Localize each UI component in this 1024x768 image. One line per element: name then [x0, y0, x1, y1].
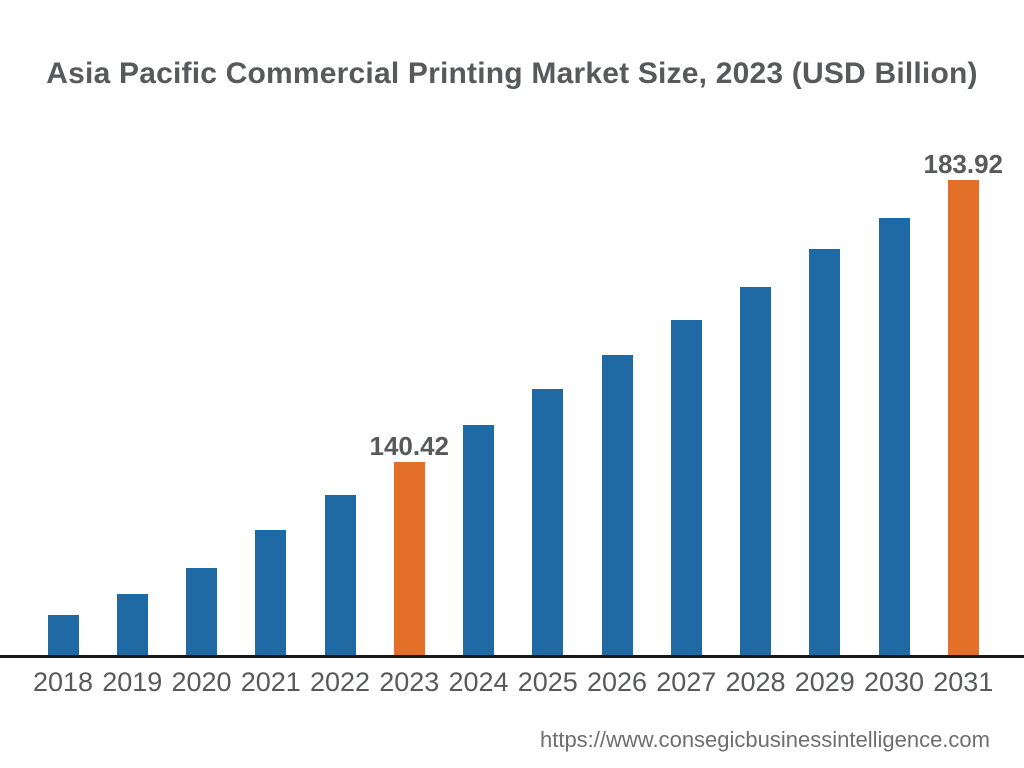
x-tick-label-2023: 2023	[379, 667, 440, 697]
x-tick-label-2029: 2029	[794, 667, 855, 697]
x-tick-label-2031: 2031	[933, 667, 994, 697]
bar-2023	[393, 462, 425, 655]
x-tick-label-2018: 2018	[32, 667, 94, 697]
x-tick-label-2030: 2030	[863, 667, 925, 697]
x-tick-label-2024: 2024	[448, 667, 509, 697]
bar-2019	[116, 594, 148, 655]
bar-2025	[532, 389, 564, 655]
bar-2020	[186, 568, 217, 655]
bar-2028	[740, 287, 771, 655]
footer-url: https://www.consegicbusinessintelligence…	[539, 727, 990, 752]
bar-2024	[463, 425, 494, 655]
x-tick-label-2026: 2026	[586, 667, 648, 697]
bar-2031	[947, 180, 979, 655]
chart-title: Asia Pacific Commercial Printing Market …	[46, 57, 978, 90]
data-label-2023: 140.42	[369, 431, 450, 461]
bar-2030	[878, 218, 910, 655]
x-tick-label-2027: 2027	[656, 667, 717, 697]
x-tick-label-2028: 2028	[725, 667, 786, 697]
bar-2021	[255, 530, 287, 655]
bar-2022	[324, 495, 356, 655]
x-tick-label-2022: 2022	[309, 667, 371, 697]
bar-2018	[47, 615, 79, 655]
bar-2029	[809, 249, 841, 655]
x-axis-line	[0, 655, 1024, 658]
bar-2027	[670, 320, 702, 655]
data-label-2031: 183.92	[923, 149, 1004, 179]
x-tick-label-2020: 2020	[171, 667, 232, 697]
bar-2026	[601, 355, 633, 655]
x-tick-label-2021: 2021	[240, 667, 301, 697]
x-tick-label-2025: 2025	[517, 667, 578, 697]
x-tick-label-2019: 2019	[102, 667, 163, 697]
